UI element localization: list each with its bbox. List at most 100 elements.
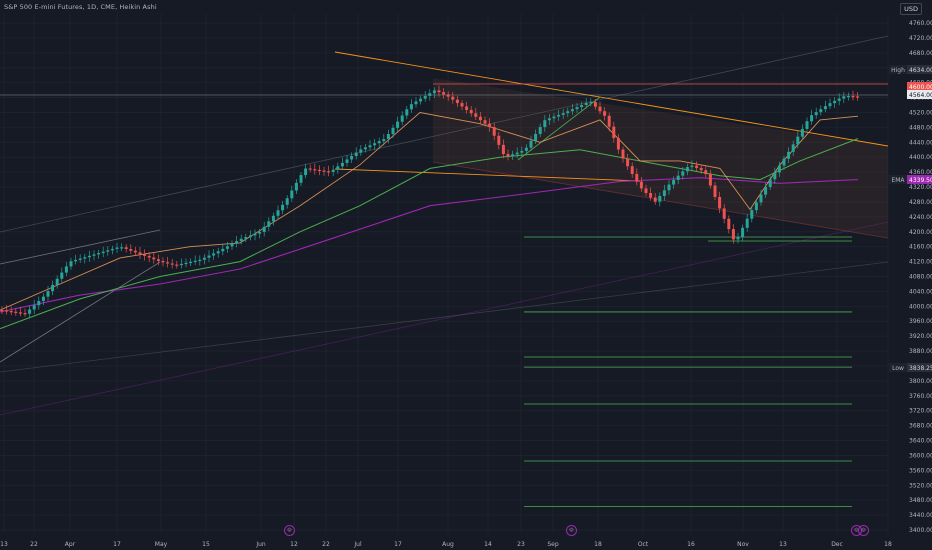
candle-up xyxy=(787,151,791,159)
candle-up xyxy=(230,243,234,247)
candle-up xyxy=(97,253,101,255)
event-marker-icon[interactable]: ◎ xyxy=(566,525,577,536)
candle-up xyxy=(37,300,41,306)
candle-up xyxy=(396,121,400,128)
candle-up xyxy=(244,237,248,239)
candle-up xyxy=(745,218,749,228)
candle-up xyxy=(575,107,579,110)
price-tick-label: 3880.00 xyxy=(909,348,932,355)
candle-up xyxy=(64,266,68,273)
ema-tag-label: EMA xyxy=(891,177,905,184)
candle-up xyxy=(110,248,114,251)
last-price-sub-tag-value: 4564.00 xyxy=(909,92,932,99)
candle-down xyxy=(501,144,505,155)
last-price-tag-value: 4600.00 xyxy=(909,84,932,91)
candle-up xyxy=(78,258,82,260)
price-tick-label: 4520.00 xyxy=(909,109,932,116)
time-tick-label: Jun xyxy=(255,541,266,548)
time-tick-label: Dec xyxy=(831,541,843,548)
candle-down xyxy=(635,173,639,182)
candle-up xyxy=(538,127,542,134)
price-tick-label: 3440.00 xyxy=(909,512,932,519)
candle-down xyxy=(856,96,860,98)
candle-up xyxy=(837,98,841,101)
candle-down xyxy=(327,171,331,173)
candle-up xyxy=(589,102,593,104)
candle-up xyxy=(741,227,745,237)
candle-up xyxy=(267,221,271,227)
candle-down xyxy=(713,185,717,197)
candle-down xyxy=(18,312,22,314)
high-tag-value-bg xyxy=(907,65,932,74)
candle-up xyxy=(672,179,676,185)
ema-tag-value-bg xyxy=(907,175,932,184)
candle-up xyxy=(373,143,377,146)
candle-down xyxy=(156,259,160,261)
currency-badge[interactable]: USD xyxy=(900,3,922,15)
time-tick-label: 12 xyxy=(290,541,298,548)
candle-up xyxy=(101,251,105,254)
candle-up xyxy=(276,210,280,216)
candle-up xyxy=(768,179,772,187)
candle-down xyxy=(313,169,317,171)
candle-up xyxy=(207,255,211,258)
time-tick-label: 22 xyxy=(30,541,38,548)
candle-down xyxy=(598,106,602,112)
candle-down xyxy=(9,311,13,313)
price-tick-label: 3720.00 xyxy=(909,408,932,415)
candle-down xyxy=(322,170,326,172)
candle-up xyxy=(345,159,349,163)
candle-down xyxy=(649,192,653,198)
high-tag-value: 4634.00 xyxy=(909,67,932,74)
price-tick-label: 4680.00 xyxy=(909,50,932,57)
price-tick-label: 3920.00 xyxy=(909,333,932,340)
candle-down xyxy=(644,188,648,193)
time-tick-label: Jul xyxy=(353,541,362,548)
drawings xyxy=(0,35,889,507)
candle-down xyxy=(722,208,726,219)
time-tick-label: Apr xyxy=(65,541,76,548)
candle-down xyxy=(704,170,708,175)
ema-long-line xyxy=(0,177,859,313)
candle-down xyxy=(616,138,620,150)
candle-up xyxy=(557,114,561,117)
price-tick-label: 4320.00 xyxy=(909,184,932,191)
candle-down xyxy=(851,95,855,98)
candle-down xyxy=(133,250,137,253)
candle-up xyxy=(331,169,335,172)
candle-up xyxy=(225,246,229,249)
time-tick-label: 23 xyxy=(517,541,525,548)
price-tick-label: 4280.00 xyxy=(909,199,932,206)
candle-down xyxy=(0,310,4,312)
candle-up xyxy=(561,113,565,115)
candle-up xyxy=(184,262,188,265)
candle-down xyxy=(607,115,611,127)
candle-up xyxy=(552,116,556,119)
candle-up xyxy=(759,194,763,203)
event-marker-icon[interactable]: ◎ xyxy=(858,525,869,536)
candle-up xyxy=(193,260,197,262)
candle-down xyxy=(492,127,496,136)
candle-down xyxy=(474,113,478,117)
candle-up xyxy=(796,136,800,145)
candle-up xyxy=(414,101,418,105)
candle-up xyxy=(386,134,390,140)
low-tag-value-bg xyxy=(907,363,932,372)
mini-channel-upper xyxy=(0,229,161,265)
candle-up xyxy=(764,186,768,195)
candle-up xyxy=(55,278,59,285)
candle-down xyxy=(727,218,731,230)
ema-tag-value: 4339.50 xyxy=(909,177,932,184)
event-marker-icon[interactable]: ◎ xyxy=(284,525,295,536)
candle-down xyxy=(166,262,170,264)
channel-lower-line xyxy=(334,168,641,182)
candle-up xyxy=(235,241,239,244)
candle-up xyxy=(391,127,395,135)
low-tag-label-bg xyxy=(889,363,907,372)
candle-up xyxy=(69,261,73,267)
time-tick-label: 18 xyxy=(884,541,892,548)
candle-up xyxy=(216,251,220,254)
time-tick-label: 13 xyxy=(0,541,8,548)
